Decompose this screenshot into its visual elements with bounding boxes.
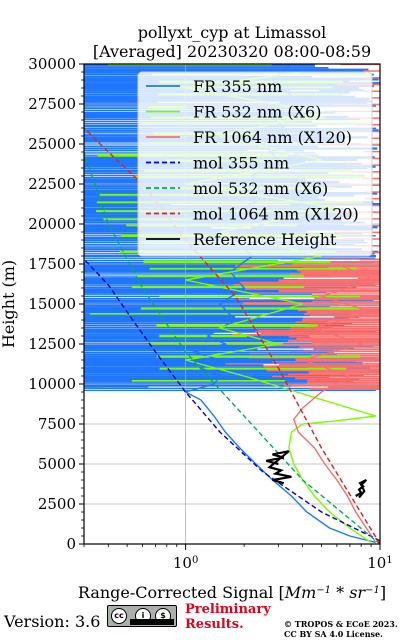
legend-entry: Reference Height: [193, 230, 337, 249]
y-tick-label: 0: [66, 535, 76, 553]
y-tick-label: 2500: [38, 495, 76, 513]
y-tick-label: 5000: [38, 455, 76, 473]
legend-entry: mol 355 nm: [193, 154, 289, 173]
copyright-line2: CC BY SA 4.0 License.: [284, 629, 383, 639]
y-tick-label: 22500: [28, 175, 76, 193]
y-axis-label: Height (m): [0, 260, 18, 348]
version-label: Version: 3.6: [4, 612, 101, 631]
cc-icon: cc: [111, 608, 127, 624]
mol355-line: [83, 258, 381, 542]
preliminary-notice: Preliminary Results.: [185, 602, 271, 632]
legend-box: [137, 71, 373, 257]
reference-height-line: [355, 479, 368, 499]
legend-entry: mol 1064 nm (X120): [193, 205, 359, 224]
y-tick-label: 25000: [28, 135, 76, 153]
mol1064-line: [83, 127, 381, 545]
copyright-notice: © TROPOS & ECoE 2023. CC BY SA 4.0 Licen…: [284, 619, 398, 639]
y-tick-label: 10000: [28, 375, 76, 393]
legend: FR 355 nm FR 532 nm (X6) FR 1064 nm (X120)…: [137, 71, 373, 257]
x-tick-label: 101: [367, 554, 392, 572]
legend-entry: FR 532 nm (X6): [193, 103, 321, 122]
chart-title-line2: [Averaged] 20230320 08:00-08:59: [93, 42, 371, 61]
x-tick-label: 100: [173, 554, 198, 572]
preliminary-line1: Preliminary: [185, 602, 271, 617]
y-tick-label: 7500: [38, 415, 76, 433]
y-tick-label: 15000: [28, 295, 76, 313]
legend-entry: FR 355 nm: [193, 77, 282, 96]
x-axis: 100 101: [83, 544, 393, 572]
y-tick-label: 20000: [28, 215, 76, 233]
legend-entry: FR 1064 nm (X120): [193, 128, 352, 147]
y-axis: 0 2500 5000 7500 10000 12500 15000 17500 20000 22…: [28, 55, 84, 553]
y-tick-label: 17500: [28, 255, 76, 273]
fr1064-line: [293, 263, 378, 543]
cc-license-badge-icon: cc i $: [107, 605, 177, 627]
legend-entry: mol 532 nm (X6): [193, 179, 328, 198]
y-tick-label: 27500: [28, 95, 76, 113]
preliminary-line2: Results.: [185, 617, 244, 632]
cc-strip: [130, 619, 174, 625]
x-axis-label: Range-Corrected Signal [Mm−1 * sr−1]: [78, 583, 386, 602]
y-tick-label: 30000: [28, 55, 76, 73]
mol532-line: [83, 151, 381, 545]
chart-title-line1: pollyxt_cyp at Limassol: [138, 23, 327, 42]
reference-height-line: [266, 450, 292, 485]
copyright-line1: © TROPOS & ECoE 2023.: [284, 619, 398, 629]
y-tick-label: 12500: [28, 335, 76, 353]
